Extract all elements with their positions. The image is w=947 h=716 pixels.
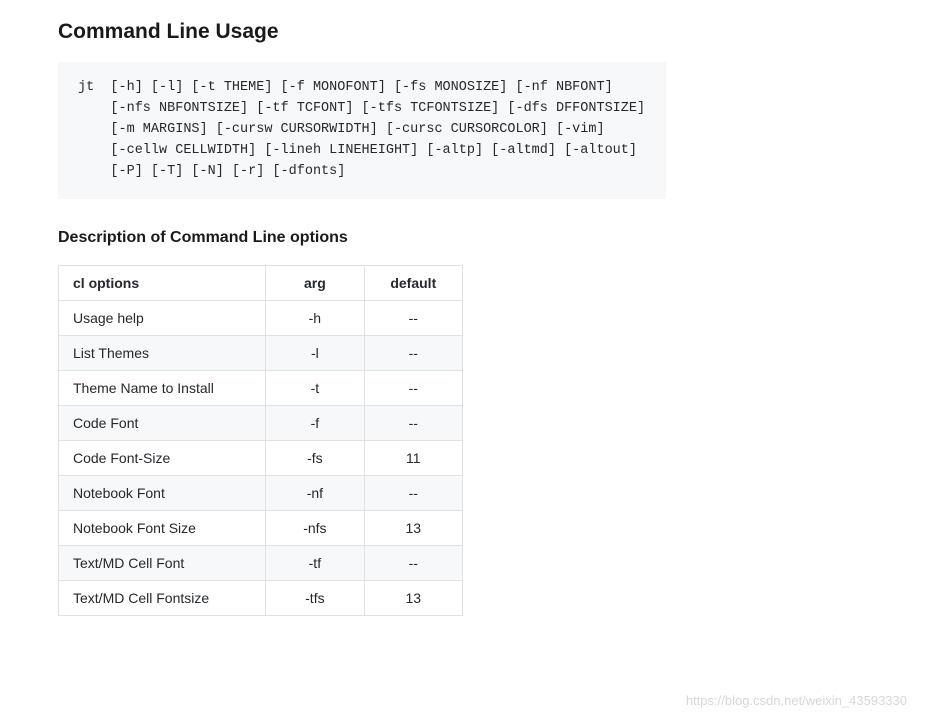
watermark-text: https://blog.csdn.net/weixin_43593330 (686, 693, 907, 708)
table-cell-arg: -l (266, 335, 364, 370)
section-heading: Description of Command Line options (58, 229, 947, 247)
table-cell-default: -- (364, 300, 462, 335)
table-cell-default: -- (364, 405, 462, 440)
table-cell-default: -- (364, 545, 462, 580)
table-row: Usage help-h-- (59, 300, 463, 335)
table-cell-option: Text/MD Cell Fontsize (59, 580, 266, 615)
table-cell-option: Theme Name to Install (59, 370, 266, 405)
table-row: List Themes-l-- (59, 335, 463, 370)
page-title: Command Line Usage (58, 20, 947, 44)
table-cell-option: Code Font (59, 405, 266, 440)
table-body: Usage help-h--List Themes-l--Theme Name … (59, 300, 463, 615)
table-header-row: cl options arg default (59, 265, 463, 300)
command-usage-block: jt [-h] [-l] [-t THEME] [-f MONOFONT] [-… (58, 62, 666, 199)
table-cell-arg: -tfs (266, 580, 364, 615)
table-cell-default: 11 (364, 440, 462, 475)
table-cell-option: Notebook Font (59, 475, 266, 510)
table-row: Notebook Font Size-nfs13 (59, 510, 463, 545)
table-cell-arg: -t (266, 370, 364, 405)
table-cell-default: -- (364, 335, 462, 370)
table-header-cell: arg (266, 265, 364, 300)
options-table: cl options arg default Usage help-h--Lis… (58, 265, 463, 616)
table-header-cell: default (364, 265, 462, 300)
table-cell-arg: -f (266, 405, 364, 440)
table-row: Text/MD Cell Fontsize-tfs13 (59, 580, 463, 615)
table-row: Code Font-Size-fs11 (59, 440, 463, 475)
table-cell-option: Notebook Font Size (59, 510, 266, 545)
table-cell-option: Text/MD Cell Font (59, 545, 266, 580)
table-cell-default: 13 (364, 580, 462, 615)
table-row: Notebook Font-nf-- (59, 475, 463, 510)
table-row: Text/MD Cell Font-tf-- (59, 545, 463, 580)
table-cell-default: 13 (364, 510, 462, 545)
table-row: Theme Name to Install-t-- (59, 370, 463, 405)
table-cell-arg: -nf (266, 475, 364, 510)
table-header-cell: cl options (59, 265, 266, 300)
table-cell-default: -- (364, 475, 462, 510)
table-row: Code Font-f-- (59, 405, 463, 440)
table-cell-arg: -nfs (266, 510, 364, 545)
table-cell-option: Code Font-Size (59, 440, 266, 475)
table-cell-option: List Themes (59, 335, 266, 370)
table-cell-option: Usage help (59, 300, 266, 335)
table-cell-default: -- (364, 370, 462, 405)
table-cell-arg: -tf (266, 545, 364, 580)
table-cell-arg: -h (266, 300, 364, 335)
table-cell-arg: -fs (266, 440, 364, 475)
